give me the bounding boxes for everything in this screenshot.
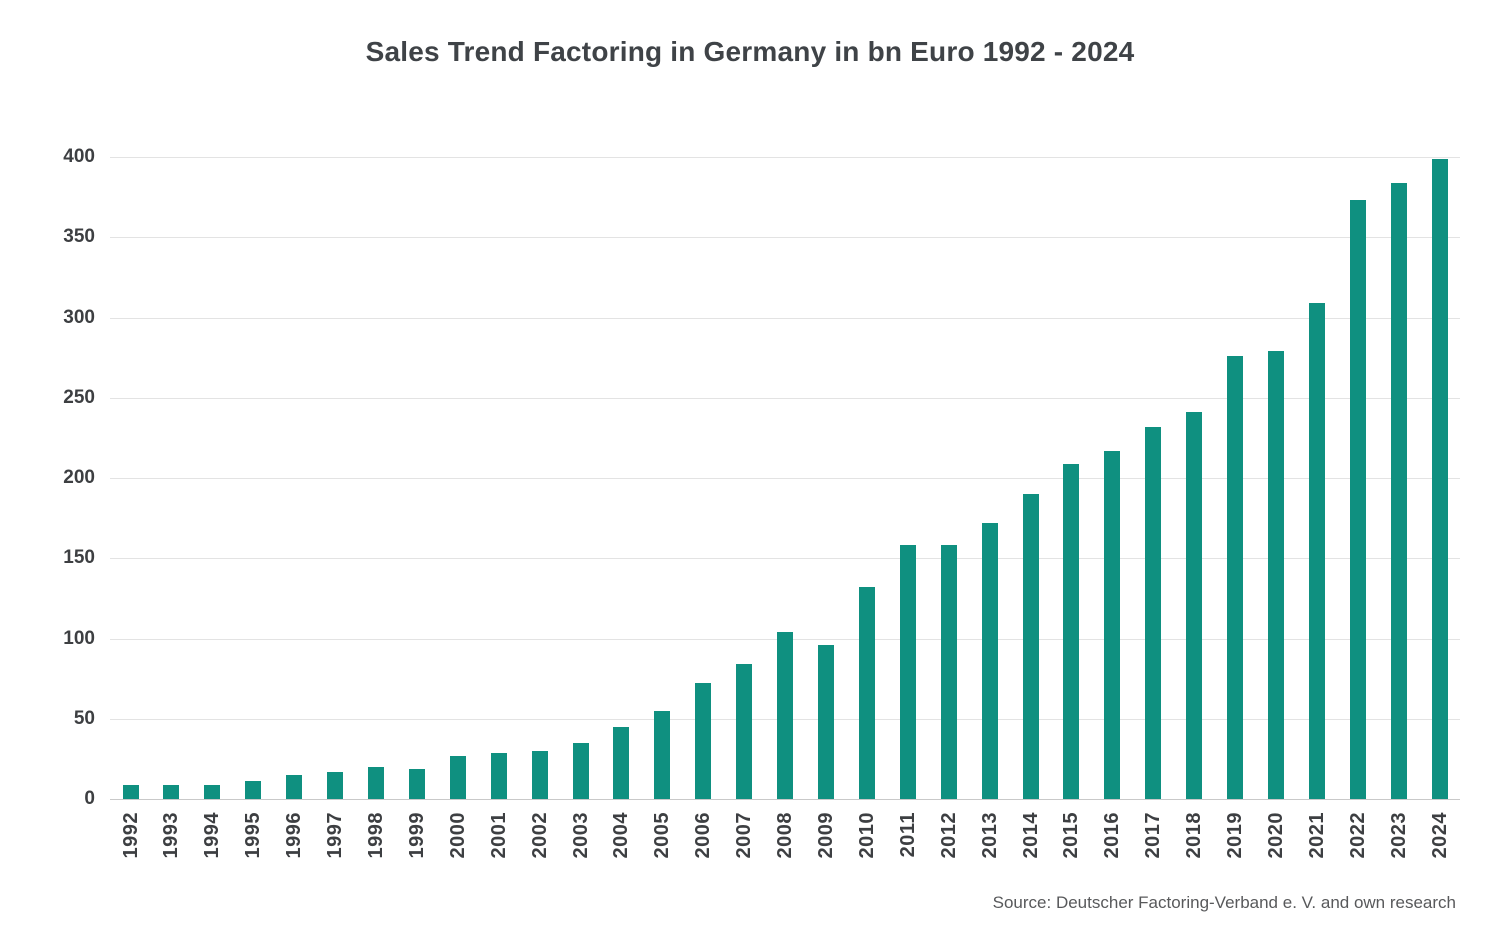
bar-2002 — [531, 750, 548, 799]
x-tick-label-1993: 1993 — [160, 812, 183, 859]
y-tick-label-150: 150 — [63, 547, 95, 568]
x-tick-label-2009: 2009 — [814, 812, 837, 859]
bar-2001 — [490, 752, 507, 799]
bar-2008 — [777, 632, 793, 799]
x-tick-label-2008: 2008 — [774, 812, 796, 859]
x-tick-label-2019: 2019 — [1224, 812, 1246, 859]
x-tick-label-1994: 1994 — [201, 812, 224, 859]
bar-2020 — [1267, 351, 1284, 799]
bar-2012 — [940, 545, 957, 799]
bar-2022 — [1349, 200, 1366, 799]
x-tick-label-2006: 2006 — [692, 812, 715, 859]
bar-1998 — [367, 766, 384, 799]
x-tick-label-2016: 2016 — [1101, 812, 1124, 859]
gridline-y350 — [110, 237, 1460, 238]
y-tick-label-200: 200 — [63, 467, 95, 488]
x-tick-label-2024: 2024 — [1428, 812, 1451, 859]
x-tick-label-1999: 1999 — [405, 812, 428, 859]
bar-2004 — [613, 726, 630, 799]
bar-1997 — [327, 771, 343, 799]
bar-2010 — [858, 587, 875, 799]
x-tick-label-2004: 2004 — [610, 812, 633, 859]
x-tick-label-2014: 2014 — [1019, 812, 1042, 859]
bar-2007 — [736, 664, 753, 799]
x-tick-label-1998: 1998 — [364, 812, 387, 859]
bar-2000 — [449, 755, 466, 799]
x-tick-label-2000: 2000 — [446, 812, 469, 859]
bar-1999 — [408, 768, 425, 799]
x-tick-label-2001: 2001 — [487, 812, 510, 859]
x-tick-label-2018: 2018 — [1183, 812, 1206, 859]
bar-2024 — [1431, 158, 1448, 799]
source-note: Source: Deutscher Factoring-Verband e. V… — [992, 893, 1456, 912]
x-tick-label-1997: 1997 — [324, 812, 346, 859]
bar-2005 — [654, 710, 671, 799]
bar-2019 — [1227, 356, 1243, 799]
bar-2018 — [1186, 412, 1203, 799]
bar-1995 — [245, 781, 262, 799]
x-tick-label-2017: 2017 — [1142, 812, 1165, 859]
bar-2023 — [1390, 182, 1407, 799]
gridline-y400 — [110, 157, 1460, 158]
bar-1994 — [204, 784, 221, 799]
chart-title: Sales Trend Factoring in Germany in bn E… — [365, 36, 1135, 67]
x-tick-label-2002: 2002 — [528, 812, 551, 859]
x-tick-label-2021: 2021 — [1305, 812, 1328, 859]
bar-1996 — [286, 774, 303, 799]
x-tick-label-2022: 2022 — [1346, 812, 1369, 859]
bar-2013 — [981, 522, 998, 799]
bar-2015 — [1063, 463, 1080, 799]
y-tick-label-350: 350 — [63, 226, 95, 247]
y-tick-label-300: 300 — [63, 307, 95, 328]
x-tick-label-2007: 2007 — [733, 812, 756, 859]
y-tick-label-250: 250 — [63, 387, 95, 408]
x-tick-label-2013: 2013 — [978, 812, 1001, 859]
x-tick-label-2012: 2012 — [937, 812, 960, 859]
bar-2011 — [899, 545, 916, 799]
bar-2003 — [572, 742, 589, 799]
x-tick-label-2005: 2005 — [651, 812, 674, 859]
gridline-y200 — [110, 478, 1460, 479]
y-tick-label-0: 0 — [84, 788, 95, 809]
y-tick-label-50: 50 — [73, 708, 95, 729]
bar-2006 — [695, 683, 712, 799]
x-axis-baseline — [110, 799, 1460, 800]
bar-1993 — [163, 784, 180, 799]
x-tick-label-2010: 2010 — [855, 812, 878, 859]
y-tick-label-100: 100 — [63, 628, 95, 649]
gridline-y300 — [110, 318, 1460, 319]
x-tick-label-1992: 1992 — [119, 812, 142, 859]
gridline-y250 — [110, 398, 1460, 399]
x-tick-label-2023: 2023 — [1387, 812, 1410, 859]
bar-2009 — [817, 644, 834, 799]
bar-2014 — [1022, 494, 1039, 799]
bar-2021 — [1308, 303, 1325, 799]
x-tick-label-2015: 2015 — [1060, 812, 1083, 859]
y-tick-label-400: 400 — [63, 146, 95, 167]
bar-2017 — [1145, 426, 1162, 799]
gridline-y150 — [110, 558, 1460, 559]
x-tick-label-2020: 2020 — [1264, 812, 1287, 859]
x-tick-label-2011: 2011 — [896, 812, 919, 858]
x-tick-label-2003: 2003 — [569, 812, 592, 859]
x-tick-label-1995: 1995 — [242, 812, 265, 859]
bar-2016 — [1104, 450, 1121, 799]
x-tick-label-1996: 1996 — [283, 812, 306, 859]
bar-1992 — [122, 784, 139, 799]
